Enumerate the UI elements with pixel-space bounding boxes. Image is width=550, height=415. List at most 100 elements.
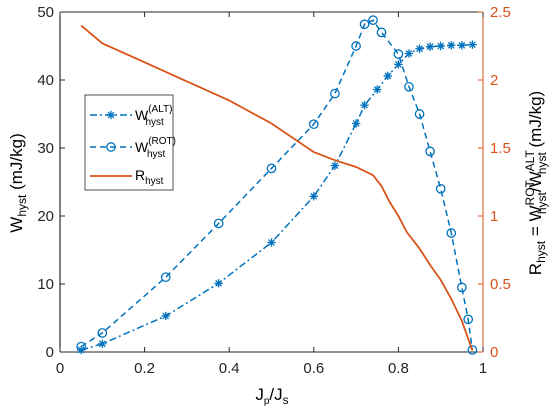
series-0-point-d2 bbox=[162, 312, 170, 320]
plot-frame bbox=[59, 11, 484, 353]
series-1-point bbox=[160, 272, 171, 283]
legend-entry-r: Rhyst bbox=[90, 167, 164, 187]
series-0-point bbox=[214, 279, 223, 288]
series-1-point bbox=[266, 163, 277, 174]
series-0-point bbox=[425, 42, 435, 51]
x-title-sub2: s bbox=[283, 393, 289, 407]
series-0 bbox=[76, 40, 477, 355]
legend: W(ALT) hyst W(ROT) hyst Rhyst bbox=[84, 94, 176, 191]
left-y-tick-label: 30 bbox=[37, 140, 54, 157]
series-0-point-d2 bbox=[361, 101, 368, 109]
right-y-tick-label: 2.5 bbox=[490, 4, 511, 21]
x-axis-ticks: 0 0.2 0.4 0.6 0.8 1 bbox=[56, 12, 487, 377]
series-1-point bbox=[97, 328, 108, 338]
series-0-point-d2 bbox=[458, 41, 466, 49]
series-0-point-d2 bbox=[77, 346, 85, 354]
series-1-point bbox=[435, 183, 446, 194]
series-0-point bbox=[351, 119, 361, 128]
series-0-point bbox=[447, 41, 456, 50]
ry-title-w2-sup: ALT bbox=[523, 150, 537, 172]
legend-r-main: R bbox=[135, 167, 145, 183]
left-y-tick-label: 50 bbox=[37, 4, 54, 21]
right-y-tick-label: 2 bbox=[490, 72, 498, 89]
left-y-tick-label: 10 bbox=[37, 276, 54, 293]
legend-rot-main: W bbox=[135, 139, 149, 155]
series-0-point-d2 bbox=[331, 162, 339, 170]
left-y-tick-label: 0 bbox=[46, 344, 54, 361]
series-0-point-d2 bbox=[352, 120, 360, 127]
right-y-tick-label: 0 bbox=[490, 344, 498, 361]
series-1-line bbox=[80, 19, 474, 351]
legend-alt-label: W(ALT) hyst bbox=[135, 104, 172, 128]
series-0-point-d2 bbox=[437, 42, 445, 50]
series-0-point bbox=[309, 192, 318, 201]
series-0-point-d2 bbox=[447, 41, 455, 49]
series-0-point bbox=[415, 44, 424, 53]
series-0-point bbox=[383, 71, 393, 81]
legend-box bbox=[84, 94, 174, 191]
series-1-point bbox=[359, 19, 370, 30]
legend-rot-sup: (ROT) bbox=[148, 136, 176, 147]
series-1-point bbox=[308, 119, 319, 130]
series-1-point bbox=[463, 314, 474, 325]
ry-title-w1-sub: hyst bbox=[535, 191, 549, 214]
series-0-point bbox=[267, 238, 276, 247]
series-1-point bbox=[446, 228, 457, 238]
series-1-point bbox=[76, 341, 87, 352]
series-0-point bbox=[468, 40, 477, 49]
x-tick-label: 1 bbox=[479, 360, 487, 377]
legend-alt-main: W bbox=[135, 107, 149, 123]
series-1-point bbox=[467, 345, 478, 355]
series-2 bbox=[80, 24, 474, 351]
ry-title-unit: (mJ/kg) bbox=[526, 91, 545, 152]
legend-entry-alt: W(ALT) hyst bbox=[90, 104, 172, 128]
series-0-point-d2 bbox=[98, 340, 106, 348]
series-1-point bbox=[351, 41, 361, 51]
legend-r-sub: hyst bbox=[145, 176, 164, 187]
series-0-point bbox=[360, 100, 369, 110]
legend-alt-asterisk-d2 bbox=[107, 111, 115, 119]
legend-alt-marker bbox=[106, 110, 116, 120]
legend-rot-marker bbox=[106, 142, 116, 152]
series-1-point bbox=[425, 146, 435, 157]
series-layer bbox=[76, 15, 478, 355]
x-title-mid: /J bbox=[269, 385, 282, 404]
right-y-tick-label: 0.5 bbox=[490, 276, 511, 293]
left-y-axis-ticks: 0 10 20 30 40 50 bbox=[37, 4, 65, 361]
x-title-main: J bbox=[255, 385, 264, 404]
series-1-point bbox=[376, 27, 387, 38]
left-y-tick-label: 40 bbox=[37, 72, 54, 89]
legend-entry-rot: W(ROT) hyst bbox=[90, 136, 176, 160]
right-y-axis-ticks: 0 0.5 1 1.5 2 2.5 bbox=[478, 4, 511, 361]
legend-alt-sup: (ALT) bbox=[148, 104, 172, 115]
series-1-point bbox=[330, 88, 340, 99]
series-0-point bbox=[404, 49, 414, 58]
ry-title-r-sub: hyst bbox=[534, 240, 548, 263]
series-0-point bbox=[436, 41, 445, 51]
right-y-tick-label: 1.5 bbox=[490, 140, 511, 157]
series-0-line bbox=[80, 43, 473, 351]
series-1-point bbox=[456, 282, 467, 293]
legend-rot-sub: hyst bbox=[147, 149, 166, 160]
right-y-axis-title: Rhyst = WROThyst/WALThyst (mJ/kg) bbox=[523, 91, 549, 275]
x-tick-label: 0.6 bbox=[303, 360, 324, 377]
x-axis-title: Jp/Js bbox=[255, 385, 288, 407]
left-y-axis-title: Whyst (mJ/kg) bbox=[7, 133, 29, 232]
ry-title-r: R bbox=[526, 263, 545, 275]
series-0-point-d2 bbox=[215, 279, 223, 287]
series-0-point bbox=[373, 85, 382, 94]
series-1-point bbox=[393, 49, 404, 60]
series-1 bbox=[76, 15, 478, 355]
series-0-point-d2 bbox=[469, 41, 476, 49]
series-0-point bbox=[330, 161, 340, 170]
series-0-point-d2 bbox=[384, 72, 392, 80]
series-1-point bbox=[213, 218, 224, 229]
series-0-point bbox=[98, 339, 107, 349]
series-1-point bbox=[414, 109, 425, 119]
ry-title-w1-sup: ROT bbox=[523, 179, 537, 205]
series-0-point-d2 bbox=[373, 86, 381, 93]
legend-alt-sub: hyst bbox=[145, 117, 164, 128]
left-y-tick-label: 20 bbox=[37, 208, 54, 225]
ly-title-main: W bbox=[7, 217, 26, 233]
